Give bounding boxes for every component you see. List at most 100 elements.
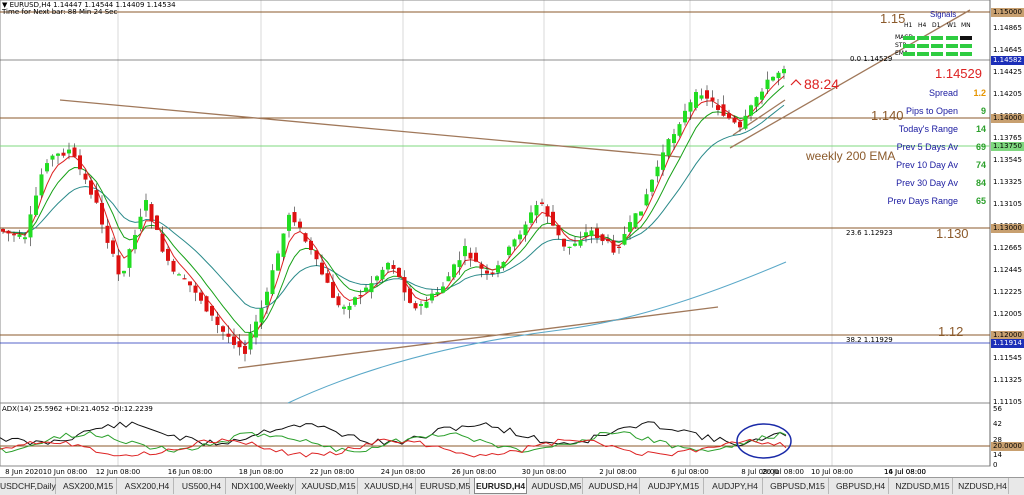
signal-timeframe-w1: W1: [947, 22, 957, 29]
price-axis-label: 1.11325: [993, 376, 1022, 384]
candle-body: [578, 239, 583, 246]
tab-audusd-h4[interactable]: AUDUSD,H4: [587, 478, 640, 494]
signal-indicator: [931, 52, 943, 56]
signal-indicator: [917, 52, 929, 56]
tab-xauusd-h4[interactable]: XAUUSD,H4: [362, 478, 416, 494]
candle-body: [749, 105, 753, 116]
stat-row: Prev 5 Days Av 69: [896, 142, 988, 156]
candle-body: [39, 174, 44, 196]
price-tag: 1.13750: [991, 142, 1024, 151]
price-tag: 1.11914: [991, 339, 1024, 348]
candle-body: [419, 304, 423, 307]
candle-body: [512, 239, 517, 247]
signals-title: Signals: [930, 10, 957, 19]
signal-timeframe-h1: H1: [904, 22, 913, 29]
tab-ndx100-weekly[interactable]: NDX100,Weekly: [230, 478, 296, 494]
candle-body: [364, 287, 368, 292]
candle-body: [567, 246, 572, 248]
candle-body: [298, 221, 302, 228]
tab-eurusd-m5[interactable]: EURUSD,M5: [420, 478, 470, 494]
level-label-113: 1.130: [936, 226, 969, 241]
candle-body: [600, 234, 605, 242]
candle-body: [45, 163, 49, 172]
trendline-upper: [59, 99, 681, 158]
candle-body: [149, 204, 154, 222]
candle-body: [182, 278, 187, 280]
candle-body: [105, 225, 110, 243]
signal-indicator: [960, 44, 972, 48]
level-label-114: 1.140: [871, 108, 904, 123]
price-axis-label: 1.12445: [993, 266, 1022, 274]
price-axis-label: 1.11105: [993, 398, 1022, 406]
candle-body: [358, 295, 363, 297]
candle-body: [193, 285, 198, 293]
candle-body: [259, 308, 264, 323]
candle-body: [435, 292, 440, 295]
stat-label: Prev 10 Day Av: [896, 160, 958, 170]
adx-scale-label: 42: [993, 420, 1002, 428]
candle-body: [375, 276, 379, 281]
candle-body: [380, 269, 385, 280]
price-chart[interactable]: [0, 0, 1024, 477]
candle-body: [226, 333, 231, 337]
tab-asx200-m15[interactable]: ASX200,M15: [60, 478, 117, 494]
candle-body: [765, 79, 770, 90]
signal-indicator: [903, 44, 915, 48]
candle-body: [138, 216, 143, 230]
signal-timeframe-h4: H4: [918, 22, 927, 29]
trendline-channel-top: [729, 9, 971, 149]
trendline-lower: [237, 306, 719, 369]
signal-indicator: [946, 36, 958, 40]
candle-body: [760, 91, 764, 100]
time-axis-label: 14 Jul 08:00: [884, 468, 926, 476]
candle-body: [710, 97, 715, 101]
level-label-115: 1.15: [880, 11, 906, 26]
weekly-ema-label: weekly 200 EMA: [806, 149, 896, 163]
tab-gbpusd-m15[interactable]: GBPUSD,M15: [767, 478, 829, 494]
ema-200-line: [287, 261, 787, 404]
stat-value: 14: [975, 124, 986, 134]
price-tag: 1.14582: [991, 56, 1024, 65]
price-axis-label: 1.12225: [993, 288, 1022, 296]
candle-body: [171, 260, 176, 272]
candle-body: [408, 288, 412, 303]
candle-body: [523, 224, 528, 236]
tab-audjpy-h4[interactable]: AUDJPY,H4: [708, 478, 763, 494]
tab-nzdusd-m15[interactable]: NZDUSD,M15: [893, 478, 953, 494]
tab-xauusd-m15[interactable]: XAUUSD,M15: [300, 478, 358, 494]
candle-body: [243, 345, 247, 354]
candle-body: [518, 234, 522, 240]
candle-body: [50, 155, 55, 160]
time-axis-label: 20 Jul 08:00: [762, 468, 804, 476]
tab-us500-h4[interactable]: US500,H4: [178, 478, 226, 494]
signal-indicator: [903, 36, 915, 40]
tab-audusd-m5[interactable]: AUDUSD,M5: [531, 478, 583, 494]
tab-asx200-h4[interactable]: ASX200,H4: [121, 478, 174, 494]
fib-label-0: 0.0 1.14529: [850, 55, 893, 63]
candle-body: [72, 147, 77, 157]
candle-body: [452, 264, 456, 278]
tab-gbpusd-h4[interactable]: GBPUSD,H4: [833, 478, 889, 494]
candle-body: [694, 92, 698, 108]
candle-body: [782, 68, 786, 74]
candle-body: [776, 72, 781, 79]
candle-body: [325, 273, 330, 283]
price-axis-label: 1.12665: [993, 244, 1022, 252]
candle-body: [265, 291, 269, 306]
time-axis-label: 2 Jul 08:00: [599, 468, 637, 476]
price-tag: 1.12000: [991, 331, 1024, 340]
tab-usdchf-daily[interactable]: USDCHF,Daily: [0, 478, 56, 494]
candle-body: [292, 212, 297, 223]
price-axis-label: 1.11545: [993, 354, 1022, 362]
candle-body: [133, 234, 137, 250]
candle-body: [28, 214, 33, 238]
signal-indicator: [946, 44, 958, 48]
tab-nzdusd-h4[interactable]: NZDUSD,H4: [957, 478, 1009, 494]
tab-audjpy-m15[interactable]: AUDJPY,M15: [644, 478, 704, 494]
candle-body: [210, 305, 214, 316]
stat-row: Spread 1.2: [896, 88, 988, 102]
time-axis-label: 6 Jul 08:00: [671, 468, 709, 476]
grid-lines: [117, 0, 833, 466]
candle-body: [661, 152, 665, 170]
tab-eurusd-h4[interactable]: EURUSD,H4: [474, 478, 527, 494]
